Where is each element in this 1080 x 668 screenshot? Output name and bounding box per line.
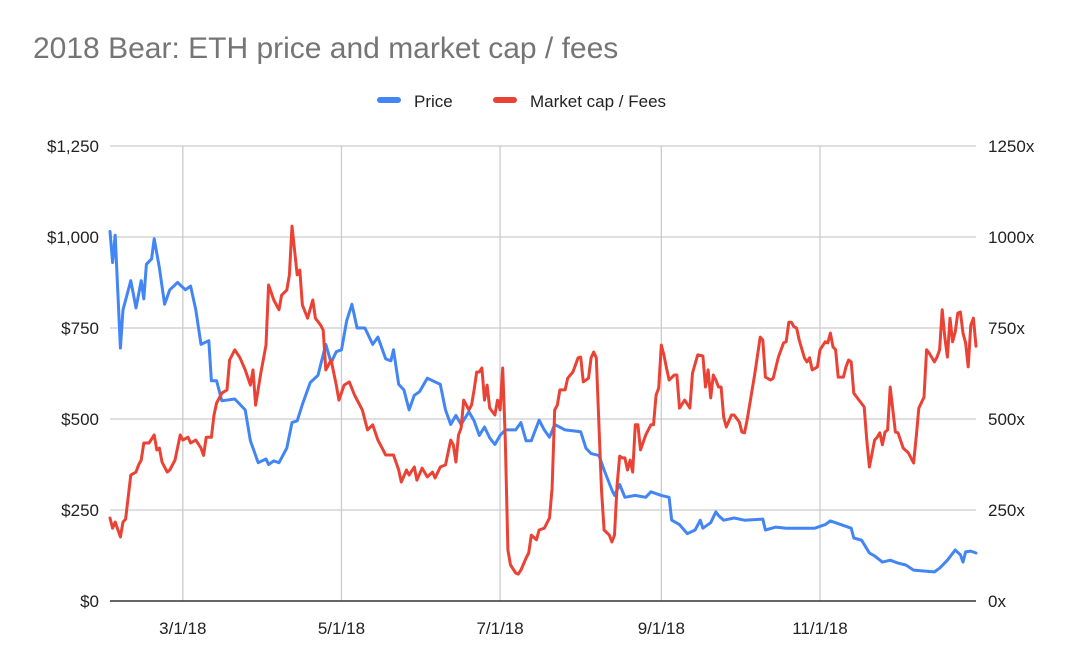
- right-axis-tick-label: 1000x: [988, 228, 1035, 247]
- right-axis-tick-label: 1250x: [988, 137, 1035, 156]
- series-line-market-cap-fees: [108, 224, 978, 576]
- left-axis-tick-label: $250: [61, 501, 99, 520]
- legend-label-market-cap-fees: Market cap / Fees: [530, 92, 666, 111]
- left-axis-tick-label: $1,250: [47, 137, 99, 156]
- left-axis-tick-label: $750: [61, 319, 99, 338]
- left-axis-tick-label: $0: [80, 592, 99, 611]
- x-axis-tick-label: 7/1/18: [476, 619, 523, 638]
- chart-title: 2018 Bear: ETH price and market cap / fe…: [33, 32, 618, 65]
- legend-swatch-price: [377, 97, 401, 103]
- x-axis-tick-label: 5/1/18: [318, 619, 365, 638]
- right-axis-tick-label: 500x: [988, 410, 1025, 429]
- right-axis-tick-label: 250x: [988, 501, 1025, 520]
- right-axis-tick-label: 0x: [988, 592, 1006, 611]
- left-axis-tick-label: $1,000: [47, 228, 99, 247]
- legend: Price Market cap / Fees: [377, 92, 666, 111]
- x-axis-tick-label: 3/1/18: [159, 619, 206, 638]
- legend-label-price: Price: [414, 92, 453, 111]
- series-lines: [108, 224, 978, 576]
- x-axis-ticks: 3/1/18 5/1/18 7/1/18 9/1/18 11/1/18: [159, 619, 848, 638]
- right-axis-ticks: 0x 250x 500x 750x 1000x 1250x: [988, 137, 1035, 611]
- gridlines: [110, 145, 976, 601]
- legend-swatch-market-cap-fees: [493, 97, 517, 103]
- x-axis-tick-label: 9/1/18: [638, 619, 685, 638]
- series-line-price: [108, 230, 978, 574]
- x-axis-tick-label: 11/1/18: [792, 619, 847, 638]
- right-axis-tick-label: 750x: [988, 319, 1025, 338]
- left-axis-ticks: $0 $250 $500 $750 $1,000 $1,250: [47, 137, 99, 611]
- left-axis-tick-label: $500: [61, 410, 99, 429]
